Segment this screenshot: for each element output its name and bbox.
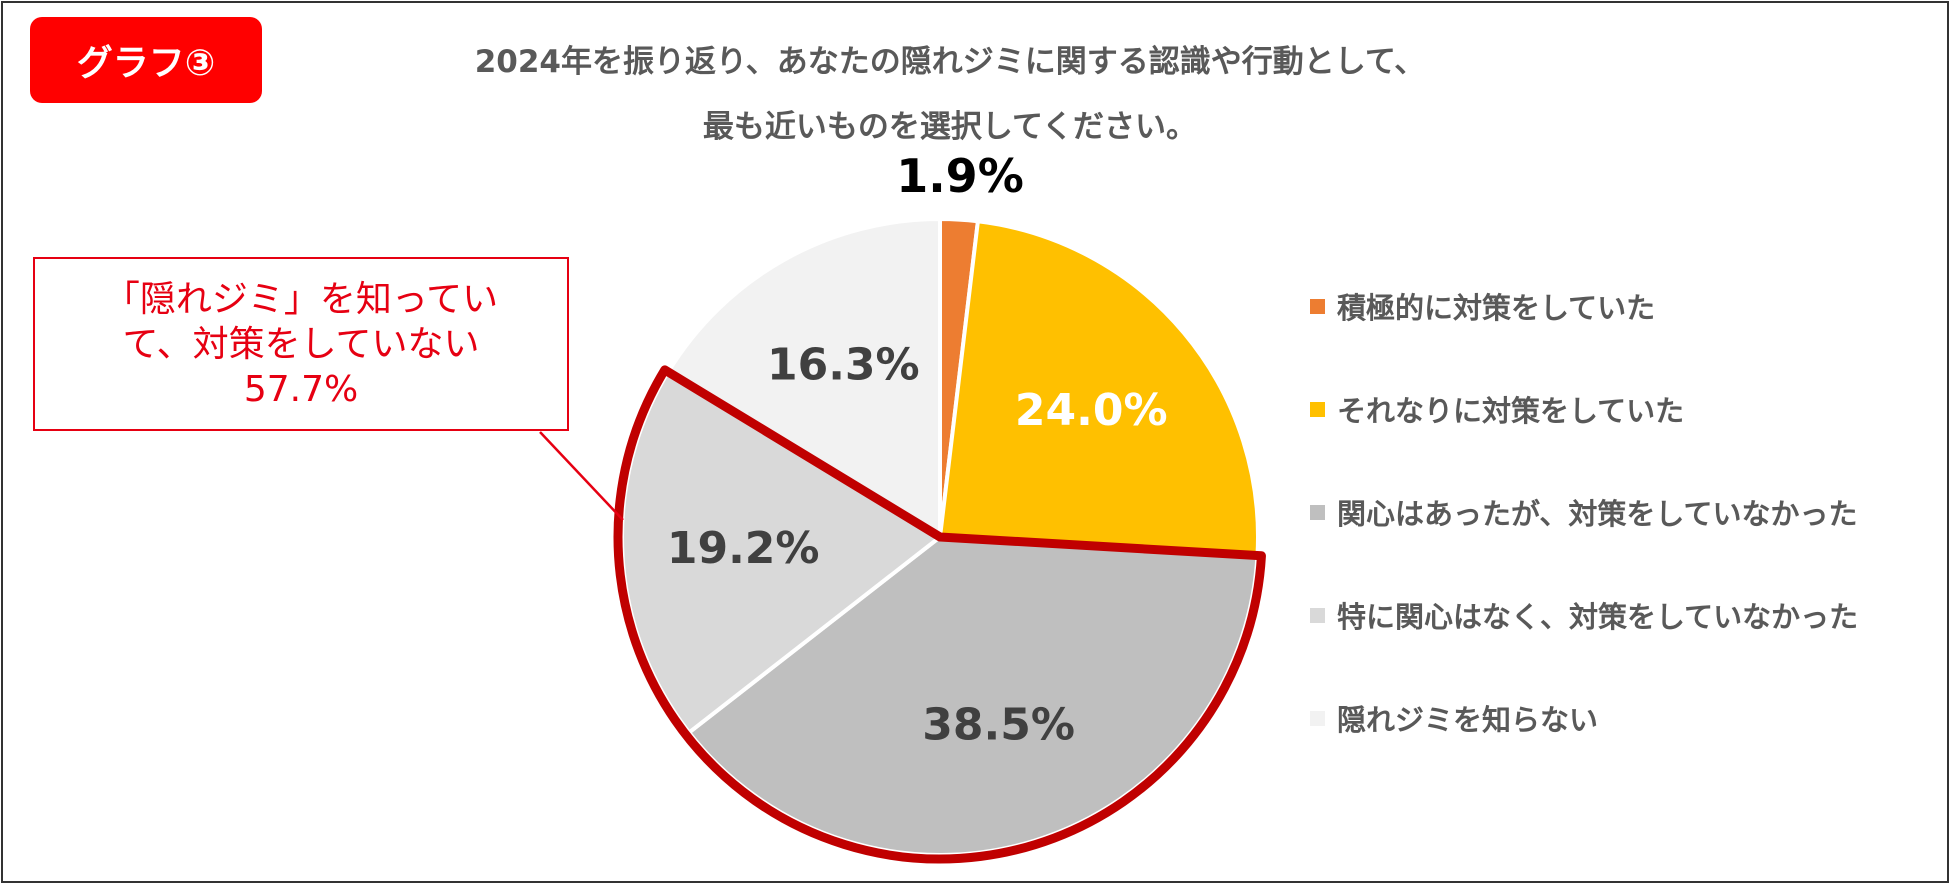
callout-line-2: て、対策をしていない	[122, 323, 480, 365]
callout-line-1: 「隠れジミ」を知ってい	[103, 278, 499, 320]
legend-item-2: それなりに対策をしていた	[1310, 388, 1858, 491]
slice-value-label-5: 16.3%	[767, 340, 920, 391]
legend-label-1: 積極的に対策をしていた	[1337, 291, 1656, 325]
highlight-outline	[613, 365, 1266, 864]
legend-label-2: それなりに対策をしていた	[1337, 394, 1685, 428]
legend-swatch-1	[1310, 299, 1325, 314]
chart-legend: 積極的に対策をしていた それなりに対策をしていた関心はあったが、対策をしていなかっ…	[1310, 285, 1858, 800]
slice-value-label-2: 24.0%	[1015, 385, 1168, 436]
legend-label-5: 隠れジミを知らない	[1337, 703, 1599, 737]
pie-slice-2	[937, 219, 1260, 558]
callout-leader-line	[539, 431, 624, 521]
pie-slice-5	[665, 216, 942, 541]
legend-item-5: 隠れジミを知らない	[1310, 697, 1858, 800]
slice-value-label-1: 1.9%	[896, 149, 1024, 203]
slice-value-label-4: 19.2%	[667, 523, 820, 574]
chart-title-line-2: 最も近いものを選択してください。	[702, 109, 1198, 145]
slice-value-label-3: 38.5%	[922, 700, 1075, 751]
legend-item-3: 関心はあったが、対策をしていなかった	[1310, 491, 1858, 594]
callout-value: 57.7%	[243, 368, 359, 410]
highlight-callout: 「隠れジミ」を知ってい て、対策をしていない 57.7%	[33, 257, 569, 431]
legend-swatch-2	[1310, 402, 1325, 417]
legend-swatch-3	[1310, 505, 1325, 520]
legend-label-3: 関心はあったが、対策をしていなかった	[1337, 497, 1858, 531]
legend-label-4: 特に関心はなく、対策をしていなかった	[1337, 600, 1859, 634]
pie-labels: 1.9% 24.0% 38.5% 19.2% 16.3%	[667, 149, 1168, 751]
chart-title-line-1: 2024年を振り返り、あなたの隠れジミに関する認識や行動として、	[474, 44, 1426, 80]
legend-item-4: 特に関心はなく、対策をしていなかった	[1310, 594, 1858, 697]
graph-number-badge: グラフ③	[30, 17, 262, 103]
legend-swatch-4	[1310, 608, 1325, 623]
legend-swatch-5	[1310, 711, 1325, 726]
legend-item-1: 積極的に対策をしていた	[1310, 285, 1858, 388]
